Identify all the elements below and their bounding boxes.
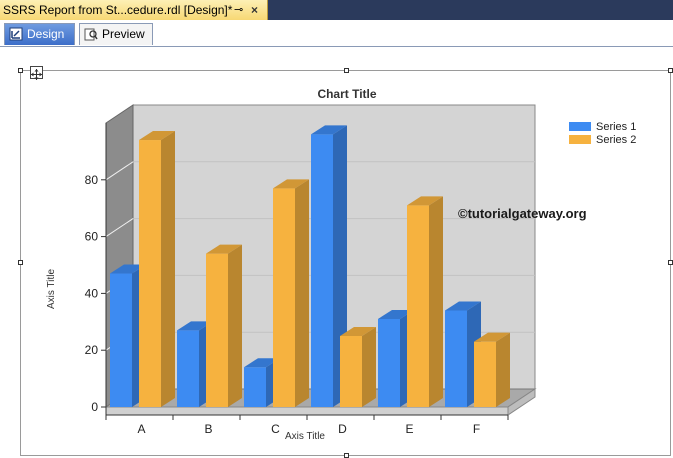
report-design-icon — [9, 27, 23, 41]
bar-front — [407, 205, 429, 407]
y-tick-label: 20 — [85, 343, 99, 357]
bar-top — [244, 358, 280, 368]
report-designer: Design Preview 0 20 40 60 80 A B C D E F Chart Tit… — [0, 20, 673, 458]
bar-front — [110, 273, 132, 407]
chart-bars — [110, 125, 510, 408]
tab-design[interactable]: Design — [4, 23, 75, 45]
bar-top — [139, 131, 175, 141]
watermark-text: ©tutorialgateway.org — [458, 206, 587, 221]
bar-front — [378, 318, 400, 407]
legend-swatch — [569, 135, 591, 144]
bar-top — [378, 309, 414, 319]
bar-front — [177, 330, 199, 407]
bar-top — [177, 321, 213, 331]
legend-swatch — [569, 122, 591, 131]
chart-floor-edge — [105, 406, 509, 416]
bar-top — [206, 244, 242, 254]
x-tick-label: B — [204, 422, 212, 436]
bar-side — [228, 244, 242, 407]
x-axis-title[interactable]: Axis Title — [285, 431, 325, 442]
chart-floor-side-edge — [507, 388, 536, 416]
bar-front — [244, 367, 266, 407]
resize-handle-bottom[interactable] — [344, 453, 349, 458]
gridline-side — [105, 161, 134, 181]
bar-top — [273, 179, 309, 189]
legend-label: Series 2 — [596, 134, 636, 146]
design-canvas: 0 20 40 60 80 A B C D E F Chart Title Axis Title A… — [0, 47, 673, 458]
document-tab-title: SSRS Report from St...cedure.rdl [Design… — [3, 3, 233, 17]
bar-side — [429, 196, 443, 407]
tab-preview-label: Preview — [102, 27, 145, 41]
x-tick-label: F — [473, 422, 480, 436]
x-tick-label: D — [338, 422, 347, 436]
bar[interactable] — [139, 131, 175, 407]
chart-axes: 0 20 40 60 80 A B C D E F — [85, 123, 509, 436]
y-tick-label: 80 — [85, 173, 99, 187]
tab-preview[interactable]: Preview — [79, 23, 153, 45]
gridline-side — [105, 218, 134, 238]
bar-front — [273, 188, 295, 407]
bar-top — [110, 264, 146, 274]
bar-top — [407, 196, 443, 206]
resize-handle-top-left[interactable] — [18, 68, 23, 73]
bar-front — [445, 310, 467, 407]
bar[interactable] — [340, 327, 376, 407]
chart[interactable]: 0 20 40 60 80 A B C D E F Chart Title Axis Title A… — [21, 71, 672, 457]
tab-design-label: Design — [27, 27, 65, 41]
bar-side — [496, 332, 510, 407]
resize-handle-right[interactable] — [668, 260, 673, 265]
view-tabs: Design Preview — [0, 20, 673, 47]
bar-side — [161, 131, 175, 407]
y-tick-label: 0 — [91, 400, 98, 414]
bar-front — [139, 140, 161, 407]
legend-item[interactable]: Series 1 — [569, 121, 636, 133]
move-handle[interactable] — [30, 66, 43, 80]
bar-side — [295, 179, 309, 407]
document-tabstrip: SSRS Report from St...cedure.rdl [Design… — [0, 0, 673, 20]
y-axis-title[interactable]: Axis Title — [46, 269, 57, 309]
x-tick-label: E — [405, 422, 413, 436]
y-tick-label: 60 — [85, 230, 99, 244]
bar-top — [311, 125, 347, 135]
legend-item[interactable]: Series 2 — [569, 134, 636, 146]
preview-icon — [84, 28, 98, 41]
bar-front — [311, 134, 333, 408]
bar-top — [474, 332, 510, 342]
legend-label: Series 1 — [596, 121, 636, 133]
resize-handle-top-right[interactable] — [668, 68, 673, 73]
move-icon — [31, 69, 42, 80]
chart-frame[interactable]: 0 20 40 60 80 A B C D E F Chart Title Axis Title A… — [20, 70, 671, 456]
chart-title[interactable]: Chart Title — [317, 87, 376, 101]
bar[interactable] — [311, 125, 347, 408]
bar[interactable] — [206, 244, 242, 407]
bar[interactable] — [474, 332, 510, 407]
bar-front — [340, 336, 362, 407]
bar-top — [340, 327, 376, 336]
document-tab[interactable]: SSRS Report from St...cedure.rdl [Design… — [0, 0, 268, 20]
bar[interactable] — [273, 179, 309, 407]
bar-side — [362, 327, 376, 407]
pin-icon[interactable]: ⊸ — [234, 4, 244, 16]
resize-handle-top[interactable] — [344, 68, 349, 73]
y-tick-label: 40 — [85, 286, 99, 300]
bar-front — [474, 341, 496, 407]
close-icon[interactable]: × — [251, 3, 259, 17]
bar-front — [206, 253, 228, 407]
resize-handle-left[interactable] — [18, 260, 23, 265]
x-tick-label: A — [137, 422, 145, 436]
x-tick-label: C — [271, 422, 280, 436]
bar[interactable] — [407, 196, 443, 407]
bar-top — [445, 301, 481, 311]
